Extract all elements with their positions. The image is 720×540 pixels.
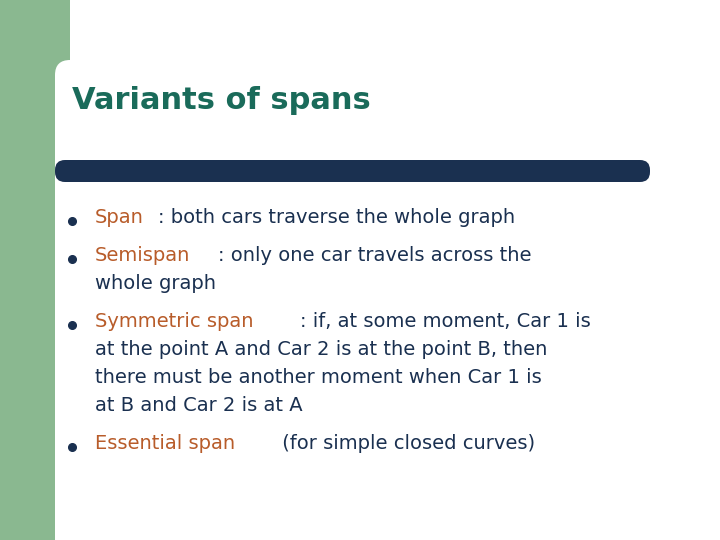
FancyBboxPatch shape xyxy=(55,160,650,182)
Text: Semispan: Semispan xyxy=(95,246,190,265)
Text: Variants of spans: Variants of spans xyxy=(72,86,371,115)
Text: whole graph: whole graph xyxy=(95,274,216,293)
Text: (for simple closed curves): (for simple closed curves) xyxy=(276,434,535,453)
Text: Symmetric span: Symmetric span xyxy=(95,312,253,331)
Text: : if, at some moment, Car 1 is: : if, at some moment, Car 1 is xyxy=(300,312,590,331)
Bar xyxy=(55,0,720,75)
FancyBboxPatch shape xyxy=(55,60,720,540)
Text: at the point A and Car 2 is at the point B, then: at the point A and Car 2 is at the point… xyxy=(95,340,547,359)
Text: Essential span: Essential span xyxy=(95,434,235,453)
Text: there must be another moment when Car 1 is: there must be another moment when Car 1 … xyxy=(95,368,541,387)
Text: : both cars traverse the whole graph: : both cars traverse the whole graph xyxy=(158,208,516,227)
Text: : only one car travels across the: : only one car travels across the xyxy=(218,246,531,265)
Bar xyxy=(70,0,720,75)
Bar xyxy=(0,0,55,540)
Text: at B and Car 2 is at A: at B and Car 2 is at A xyxy=(95,396,302,415)
Text: Span: Span xyxy=(95,208,144,227)
